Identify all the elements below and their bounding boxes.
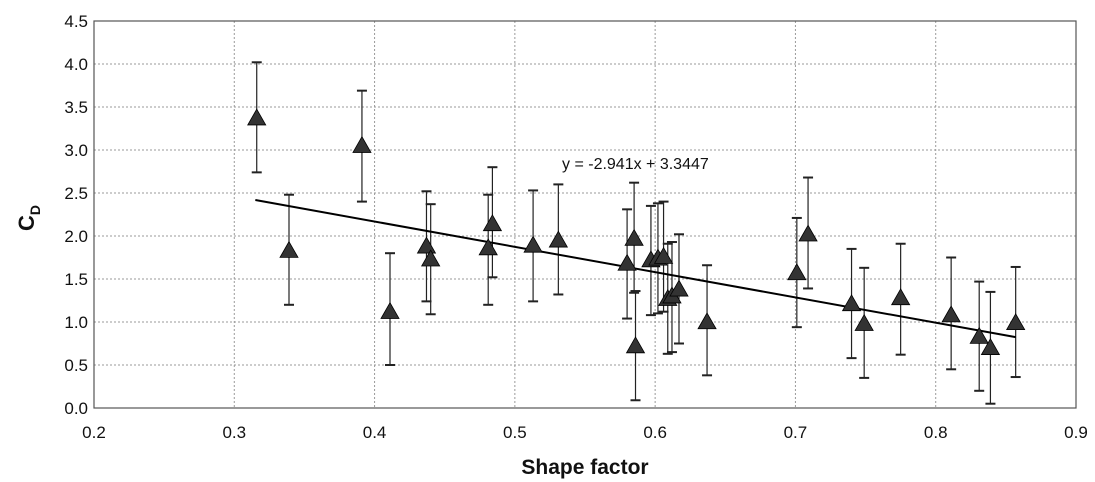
data-point-triangle (854, 313, 874, 331)
data-point-triangle (669, 279, 689, 297)
y-tick-label: 1.0 (64, 313, 88, 332)
data-point-triangle (482, 214, 503, 232)
data-points (247, 108, 1026, 355)
y-axis-title-subscript: D (27, 205, 43, 215)
data-point-triangle (787, 263, 807, 281)
plot-area (93, 20, 1077, 409)
x-axis-title: Shape factor (521, 456, 648, 479)
data-point-triangle (478, 238, 498, 256)
data-point-triangle (653, 246, 674, 264)
grid (93, 20, 1077, 409)
data-point-triangle (416, 236, 437, 254)
data-point-triangle (380, 301, 400, 319)
x-tick-label: 0.4 (363, 423, 387, 442)
y-tick-label: 1.5 (64, 270, 88, 289)
y-tick-label: 0.5 (64, 356, 88, 375)
y-axis-title-main: C (14, 215, 39, 231)
data-point-triangle (1005, 313, 1026, 331)
data-point-triangle (279, 240, 299, 258)
data-point-triangle (624, 228, 644, 246)
y-tick-label: 4.5 (64, 12, 88, 31)
x-tick-label: 0.9 (1064, 423, 1088, 442)
data-point-triangle (841, 294, 862, 312)
y-axis-ticks: 0.0 0.5 1.0 1.5 2.0 2.5 3.0 3.5 4.0 4.5 (64, 12, 88, 418)
data-point-triangle (420, 249, 441, 267)
data-point-triangle (617, 253, 637, 271)
x-tick-label: 0.7 (784, 423, 808, 442)
data-point-triangle (941, 305, 961, 323)
x-tick-label: 0.6 (643, 423, 667, 442)
x-axis-ticks: 0.2 0.3 0.4 0.5 0.6 0.7 0.8 0.9 (82, 423, 1088, 442)
y-tick-label: 3.5 (64, 98, 88, 117)
data-point-triangle (697, 312, 717, 330)
trendline-equation: y = -2.941x + 3.3447 (562, 156, 709, 173)
data-point-triangle (352, 135, 372, 153)
x-tick-label: 0.3 (222, 423, 246, 442)
x-tick-label: 0.5 (503, 423, 527, 442)
y-tick-label: 3.0 (64, 141, 88, 160)
y-tick-label: 0.0 (64, 399, 88, 418)
y-axis-title: CD (14, 205, 43, 231)
x-tick-label: 0.2 (82, 423, 106, 442)
data-point-triangle (798, 224, 818, 242)
x-tick-label: 0.8 (924, 423, 948, 442)
svg-text:CD: CD (14, 205, 43, 231)
y-tick-label: 4.0 (64, 55, 88, 74)
data-point-triangle (548, 230, 569, 248)
y-tick-label: 2.5 (64, 184, 88, 203)
y-tick-label: 2.0 (64, 227, 88, 246)
data-point-triangle (523, 235, 543, 253)
data-point-triangle (890, 288, 911, 306)
data-point-triangle (980, 337, 1001, 355)
data-point-triangle (625, 336, 646, 354)
data-point-triangle (247, 108, 267, 126)
data-point-triangle (969, 326, 989, 344)
